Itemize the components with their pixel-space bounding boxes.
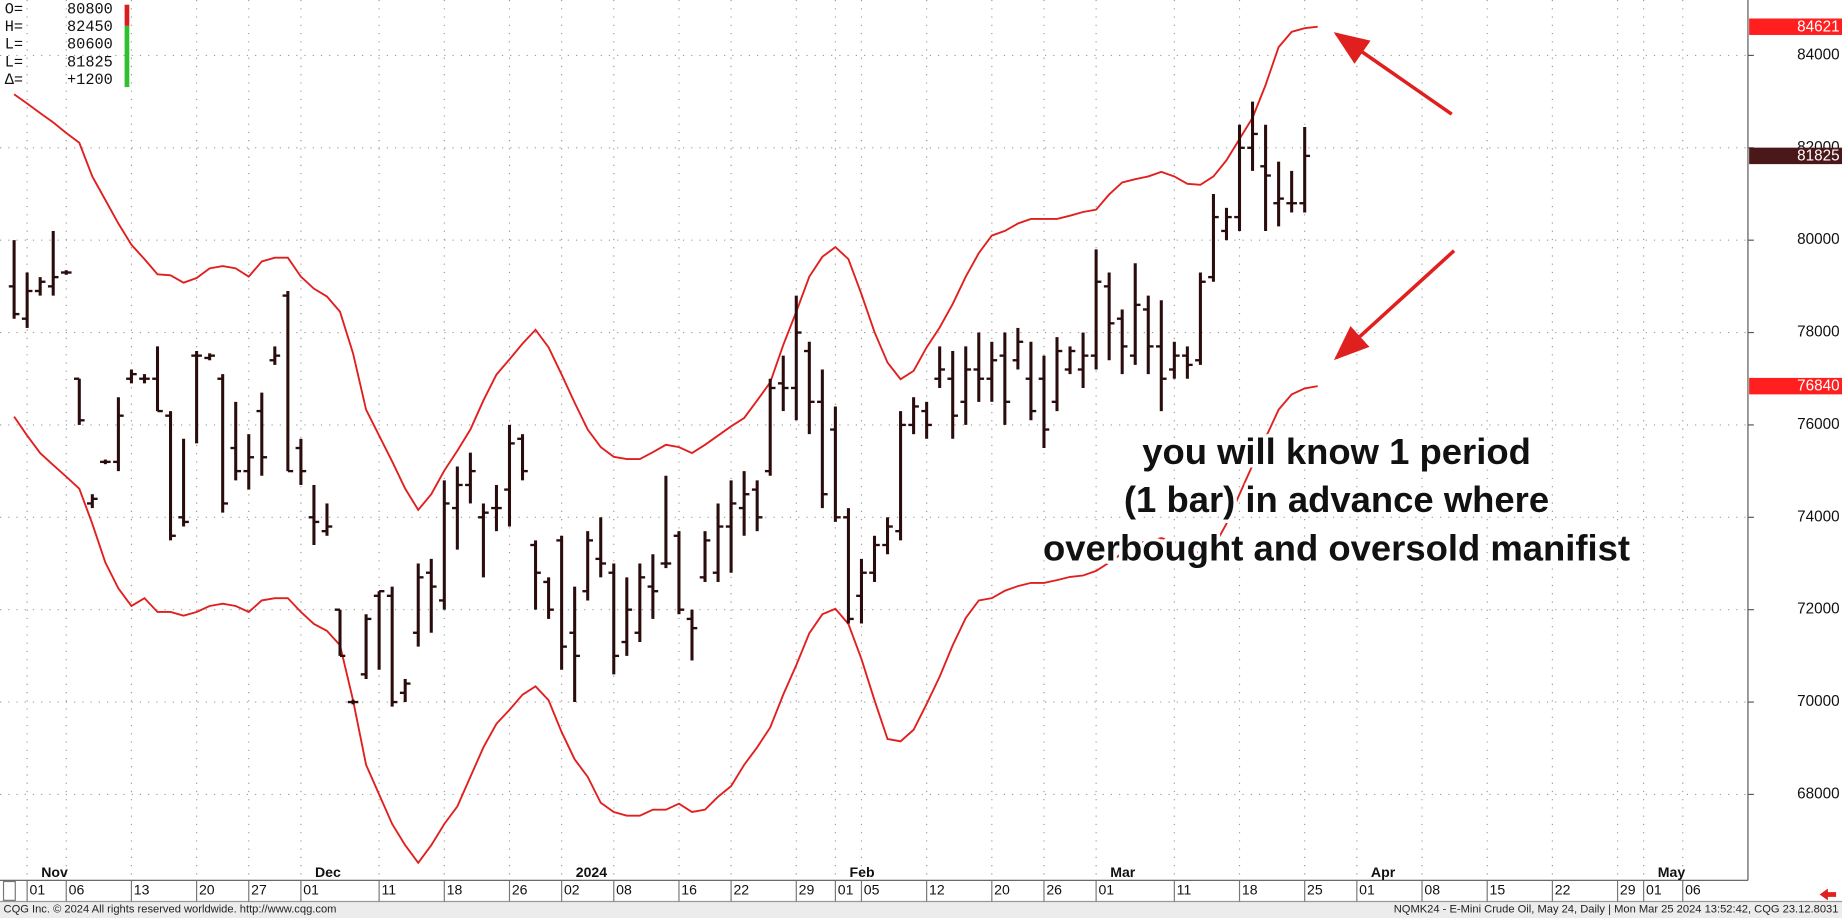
annotation-line: (1 bar) in advance where	[1124, 479, 1549, 520]
footer-left: CQG Inc. © 2024 All rights reserved worl…	[4, 904, 337, 916]
y-tick-label: 78000	[1797, 324, 1839, 341]
x-tick-label: 12	[929, 882, 945, 898]
x-tick-label: 06	[1685, 882, 1701, 898]
x-tick-label: 26	[512, 882, 528, 898]
x-tick-label: 16	[681, 882, 697, 898]
month-label: Dec	[315, 864, 341, 880]
corner-box	[2, 880, 16, 901]
x-tick-label: 01	[1359, 882, 1375, 898]
summary-value: +1200	[67, 71, 113, 89]
y-tick-label: 80000	[1797, 231, 1839, 248]
x-tick-label: 01	[29, 882, 45, 898]
x-tick-label: 01	[1646, 882, 1662, 898]
month-label: Mar	[1110, 864, 1136, 880]
grid	[0, 0, 1748, 881]
price-marker	[1749, 147, 1842, 165]
price-marker-label: 76840	[1797, 378, 1839, 395]
x-tick-label: 01	[838, 882, 854, 898]
price-marker-label: 81825	[1797, 147, 1839, 164]
y-tick-label: 70000	[1797, 693, 1839, 710]
summary-red-bar	[124, 4, 130, 26]
price-marker-label: 84621	[1797, 18, 1839, 35]
summary-value: 81825	[67, 53, 113, 71]
y-tick-label: 74000	[1797, 508, 1839, 525]
x-tick-label: 01	[303, 882, 319, 898]
x-tick-label: 02	[564, 882, 580, 898]
summary-box: O= 80800 H= 82450 L= 80600 L= 81825 Δ= +1200	[5, 0, 130, 89]
x-tick-label: 20	[994, 882, 1010, 898]
price-marker	[1749, 377, 1842, 395]
x-tick-label: 08	[616, 882, 632, 898]
x-tick-label: 26	[1046, 882, 1062, 898]
footer-right: NQMK24 - E-Mini Crude Oil, May 24, Daily…	[1394, 904, 1839, 916]
x-tick-label: 08	[1424, 882, 1440, 898]
x-tick-label: 22	[733, 882, 749, 898]
summary-label: O=	[5, 0, 23, 18]
x-tick-label: 18	[447, 882, 463, 898]
price-marker	[1749, 18, 1842, 35]
summary-green-bar	[124, 25, 130, 88]
y-tick-label: 76000	[1797, 416, 1839, 433]
summary-label: H=	[5, 18, 23, 36]
x-tick-label: 11	[381, 882, 396, 898]
scroll-arrow[interactable]	[1819, 888, 1837, 901]
month-label: Nov	[41, 864, 68, 880]
y-tick-label: 72000	[1797, 601, 1839, 618]
month-label: Apr	[1371, 864, 1396, 880]
bands	[13, 25, 1318, 865]
x-tick-label: 15	[1490, 882, 1506, 898]
arrow	[1333, 32, 1453, 116]
month-label: May	[1658, 864, 1686, 880]
month-label: 2024	[576, 864, 608, 880]
annotation: you will know 1 period (1 bar) in advance…	[1039, 32, 1634, 572]
axes: 6800070000720007400076000780008000082000…	[26, 18, 1842, 902]
x-tick-label: 22	[1555, 882, 1571, 898]
summary-label: Δ=	[5, 71, 23, 89]
x-tick-label: 13	[134, 882, 150, 898]
summary-value: 80800	[67, 0, 113, 18]
x-tick-label: 05	[864, 882, 880, 898]
x-tick-label: 29	[1620, 882, 1636, 898]
arrow	[1333, 249, 1456, 361]
bars	[8, 101, 1310, 707]
x-tick-label: 18	[1242, 882, 1258, 898]
summary-value: 82450	[67, 18, 113, 36]
summary-label: L=	[5, 36, 23, 54]
x-tick-label: 25	[1307, 882, 1323, 898]
annotation-line: overbought and oversold manifist	[1043, 527, 1630, 568]
x-tick-label: 20	[199, 882, 215, 898]
x-tick-label: 27	[251, 882, 267, 898]
summary-label: L=	[5, 53, 23, 71]
y-tick-label: 84000	[1797, 46, 1839, 63]
summary-value: 80600	[67, 36, 113, 54]
x-tick-label: 06	[69, 882, 85, 898]
footer-bar	[0, 901, 1842, 918]
upper-band	[13, 25, 1318, 512]
x-tick-label: 29	[799, 882, 815, 898]
lower-band	[13, 385, 1318, 865]
x-tick-label: 11	[1177, 882, 1192, 898]
y-tick-label: 68000	[1797, 785, 1839, 802]
x-tick-label: 01	[1098, 882, 1114, 898]
month-label: Feb	[849, 864, 874, 880]
annotation-line: you will know 1 period	[1142, 431, 1531, 472]
